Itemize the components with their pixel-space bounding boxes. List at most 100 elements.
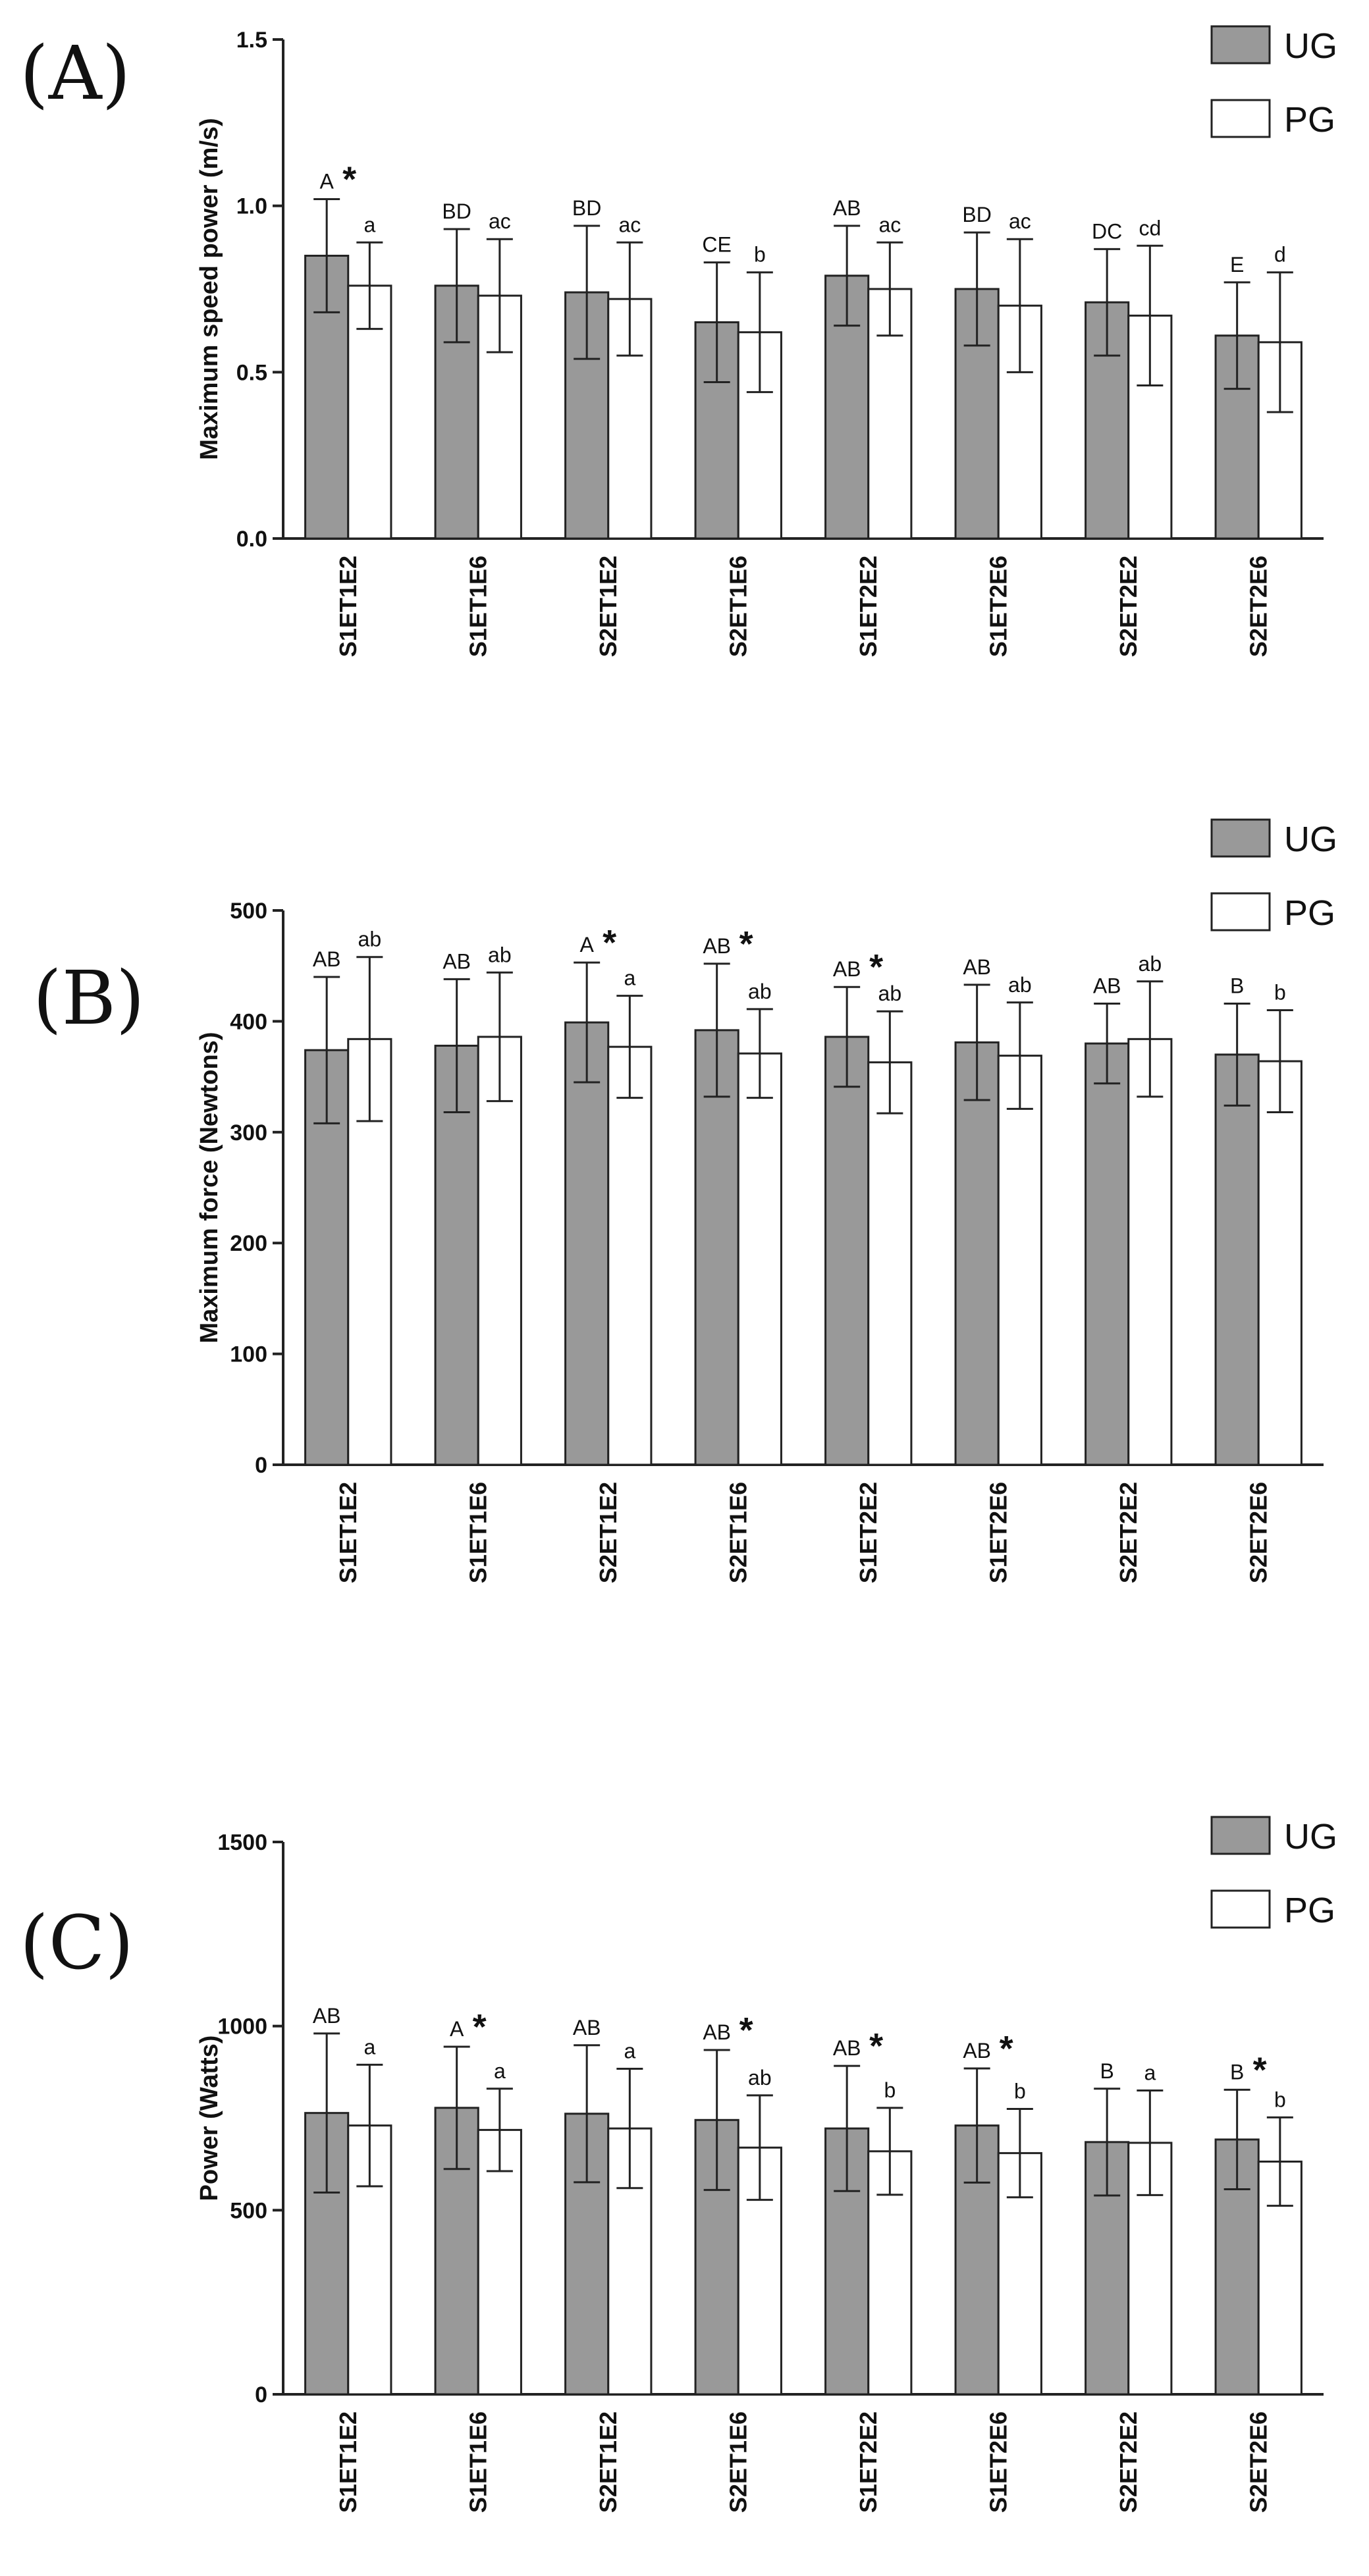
bar-ug: [1214, 1053, 1260, 1466]
y-axis-label: Power (Watts): [196, 2036, 223, 2201]
legend-swatch-ug: [1210, 25, 1271, 65]
legend-label-pg: PG: [1284, 100, 1335, 140]
significance-label: ab: [748, 980, 772, 1003]
y-tick-label: 0: [255, 1453, 267, 1478]
bar-pg: [1127, 1038, 1173, 1466]
significance-label: ab: [878, 982, 902, 1005]
significance-label: DC: [1092, 219, 1122, 243]
x-tick-label: S1ET2E2: [855, 2411, 882, 2513]
significance-label: A: [319, 170, 334, 194]
bar-ug: [434, 2107, 479, 2396]
x-tick-label: S2ET2E6: [1245, 1482, 1272, 1583]
significance-label: AB: [963, 955, 991, 979]
significance-label: AB: [703, 2020, 731, 2044]
y-tick-label: 200: [230, 1231, 267, 1256]
significance-label: BD: [442, 199, 471, 223]
y-axis-label: Maximum speed power (m/s): [196, 118, 223, 460]
legend-label-ug: UG: [1284, 1817, 1337, 1856]
significance-label: ab: [1139, 952, 1162, 976]
x-tick-label: S1ET2E6: [984, 1482, 1011, 1583]
significance-label: A: [450, 2017, 464, 2041]
x-tick-label: S2ET2E2: [1115, 1482, 1142, 1583]
significance-label: a: [494, 2059, 506, 2083]
bar-ug: [564, 1021, 610, 1466]
significance-label: AB: [313, 2004, 341, 2028]
x-tick-label: S1ET2E6: [984, 556, 1011, 657]
x-tick-label: S1ET1E6: [464, 556, 491, 657]
significance-label: AB: [443, 949, 471, 973]
x-tick-label: S2ET1E6: [724, 556, 751, 657]
x-tick-label: S1ET1E2: [335, 1482, 362, 1583]
panel-letter: (A): [20, 31, 130, 117]
x-tick-label: S2ET1E6: [724, 1482, 751, 1583]
x-tick-label: S1ET1E6: [464, 2411, 491, 2513]
bar-ug: [954, 1041, 1000, 1466]
significance-label: ac: [489, 209, 511, 233]
legend-swatch-ug: [1210, 818, 1271, 858]
significance-label: a: [363, 2035, 375, 2059]
significance-star: *: [739, 924, 753, 964]
significance-label: ab: [1008, 973, 1032, 997]
significance-label: b: [1014, 2080, 1026, 2103]
significance-star: *: [869, 2026, 883, 2066]
significance-label: ac: [618, 213, 641, 236]
y-tick-label: 1.5: [236, 28, 267, 53]
panel-letter: (B): [33, 956, 145, 1041]
significance-label: AB: [833, 957, 861, 981]
legend-label-pg: PG: [1284, 893, 1335, 933]
significance-label: b: [1274, 2088, 1286, 2111]
y-tick-label: 0.5: [236, 360, 267, 385]
y-axis-label: Maximum force (Newtons): [196, 1032, 223, 1344]
significance-label: ab: [358, 928, 382, 951]
significance-star: *: [1000, 2029, 1013, 2068]
significance-label: b: [754, 243, 766, 267]
bar-pg: [607, 1045, 653, 1466]
y-tick-label: 1500: [217, 1830, 267, 1855]
significance-label: a: [363, 213, 375, 236]
significance-label: AB: [1093, 974, 1121, 997]
bar-pg: [477, 2128, 522, 2396]
significance-label: B: [1100, 2059, 1114, 2083]
x-tick-label: S1ET2E2: [855, 1482, 882, 1583]
bar-ug: [694, 1029, 739, 1466]
significance-label: a: [624, 966, 635, 990]
y-tick-label: 400: [230, 1009, 267, 1034]
y-tick-label: 1000: [217, 2014, 267, 2039]
significance-label: ab: [748, 2066, 772, 2090]
significance-label: A: [579, 933, 594, 957]
bar-ug: [1085, 1042, 1130, 1466]
x-tick-label: S2ET1E6: [724, 2411, 751, 2513]
x-tick-label: S1ET2E6: [984, 2411, 1011, 2513]
bar-ug: [824, 1036, 870, 1466]
significance-label: ac: [878, 213, 901, 236]
chart-panel-b: (B) Maximum force (Newtons) 0 100 200 300 400 5…: [33, 818, 1337, 1583]
y-tick-label: 100: [230, 1342, 267, 1367]
x-tick-label: S2ET1E2: [595, 1482, 622, 1583]
y-tick-label: 500: [230, 899, 267, 924]
significance-label: d: [1274, 243, 1286, 267]
significance-label: AB: [703, 934, 731, 958]
chart-panel-a: (A) Maximum speed power (m/s) 0.0 0.5 1.0 1.5…: [20, 25, 1337, 657]
bar-pg: [477, 1036, 522, 1466]
x-tick-label: S2ET2E6: [1245, 556, 1272, 657]
legend-swatch-pg: [1210, 1889, 1271, 1929]
bar-pg: [997, 1055, 1042, 1466]
x-tick-label: S2ET1E2: [595, 2411, 622, 2513]
significance-star: *: [603, 923, 616, 962]
x-tick-label: S2ET2E2: [1115, 556, 1142, 657]
y-tick-label: 500: [230, 2198, 267, 2223]
significance-label: AB: [833, 2036, 861, 2060]
significance-label: CE: [702, 233, 731, 257]
y-tick-label: 0.0: [236, 527, 267, 552]
significance-label: AB: [313, 947, 341, 971]
significance-star: *: [473, 2007, 487, 2047]
bar-pg: [867, 1061, 913, 1466]
significance-label: b: [884, 2078, 896, 2102]
significance-label: BD: [962, 203, 991, 226]
x-tick-label: S1ET2E2: [855, 556, 882, 657]
bar-pg: [1257, 1060, 1302, 1466]
legend-label-ug: UG: [1284, 820, 1337, 859]
y-tick-label: 300: [230, 1120, 267, 1145]
x-tick-label: S1ET1E2: [335, 556, 362, 657]
